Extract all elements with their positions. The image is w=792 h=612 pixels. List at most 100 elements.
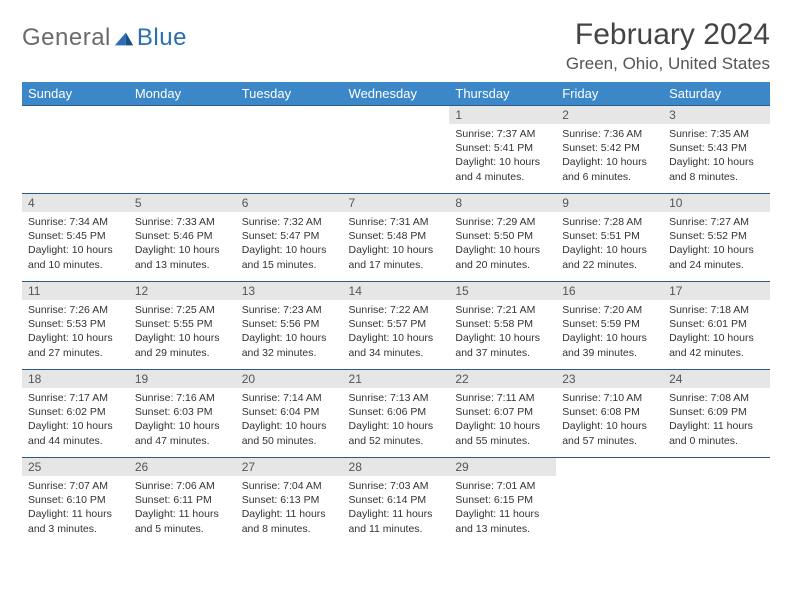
day-number: 29: [449, 458, 556, 476]
day-info: Sunrise: 7:14 AMSunset: 6:04 PMDaylight:…: [236, 388, 343, 452]
sunrise-text: Sunrise: 7:26 AM: [28, 303, 123, 317]
sunset-text: Sunset: 5:50 PM: [455, 229, 550, 243]
weekday-header: Friday: [556, 82, 663, 106]
day-number: 14: [343, 282, 450, 300]
calendar-day: [556, 458, 663, 546]
sunrise-text: Sunrise: 7:32 AM: [242, 215, 337, 229]
calendar-day: 25Sunrise: 7:07 AMSunset: 6:10 PMDayligh…: [22, 458, 129, 546]
weekday-header: Saturday: [663, 82, 770, 106]
day-info: Sunrise: 7:18 AMSunset: 6:01 PMDaylight:…: [663, 300, 770, 364]
day-number: 20: [236, 370, 343, 388]
calendar-day: 22Sunrise: 7:11 AMSunset: 6:07 PMDayligh…: [449, 370, 556, 458]
daylight-text: Daylight: 10 hours and 29 minutes.: [135, 331, 230, 359]
day-info: Sunrise: 7:33 AMSunset: 5:46 PMDaylight:…: [129, 212, 236, 276]
daylight-text: Daylight: 10 hours and 22 minutes.: [562, 243, 657, 271]
daylight-text: Daylight: 10 hours and 47 minutes.: [135, 419, 230, 447]
sunrise-text: Sunrise: 7:23 AM: [242, 303, 337, 317]
sunset-text: Sunset: 5:56 PM: [242, 317, 337, 331]
day-number: 19: [129, 370, 236, 388]
logo-text-general: General: [22, 24, 111, 52]
day-info: Sunrise: 7:26 AMSunset: 5:53 PMDaylight:…: [22, 300, 129, 364]
logo: General Blue: [22, 18, 187, 52]
calendar-day: 10Sunrise: 7:27 AMSunset: 5:52 PMDayligh…: [663, 194, 770, 282]
sunset-text: Sunset: 6:13 PM: [242, 493, 337, 507]
sunrise-text: Sunrise: 7:29 AM: [455, 215, 550, 229]
calendar-week: 11Sunrise: 7:26 AMSunset: 5:53 PMDayligh…: [22, 282, 770, 370]
sunset-text: Sunset: 5:52 PM: [669, 229, 764, 243]
sunrise-text: Sunrise: 7:14 AM: [242, 391, 337, 405]
calendar-day: 21Sunrise: 7:13 AMSunset: 6:06 PMDayligh…: [343, 370, 450, 458]
daylight-text: Daylight: 10 hours and 13 minutes.: [135, 243, 230, 271]
daylight-text: Daylight: 10 hours and 57 minutes.: [562, 419, 657, 447]
daylight-text: Daylight: 10 hours and 15 minutes.: [242, 243, 337, 271]
sunrise-text: Sunrise: 7:08 AM: [669, 391, 764, 405]
day-number: 1: [449, 106, 556, 124]
daylight-text: Daylight: 10 hours and 55 minutes.: [455, 419, 550, 447]
sunset-text: Sunset: 6:03 PM: [135, 405, 230, 419]
weekday-header-row: Sunday Monday Tuesday Wednesday Thursday…: [22, 82, 770, 106]
sunrise-text: Sunrise: 7:33 AM: [135, 215, 230, 229]
day-number: 23: [556, 370, 663, 388]
day-info: Sunrise: 7:37 AMSunset: 5:41 PMDaylight:…: [449, 124, 556, 188]
sunset-text: Sunset: 6:02 PM: [28, 405, 123, 419]
weekday-header: Wednesday: [343, 82, 450, 106]
sunrise-text: Sunrise: 7:11 AM: [455, 391, 550, 405]
calendar-day: 27Sunrise: 7:04 AMSunset: 6:13 PMDayligh…: [236, 458, 343, 546]
calendar-day: 14Sunrise: 7:22 AMSunset: 5:57 PMDayligh…: [343, 282, 450, 370]
sunrise-text: Sunrise: 7:27 AM: [669, 215, 764, 229]
sunrise-text: Sunrise: 7:04 AM: [242, 479, 337, 493]
calendar-day: [343, 106, 450, 194]
weekday-header: Sunday: [22, 82, 129, 106]
day-number: 27: [236, 458, 343, 476]
sunset-text: Sunset: 6:14 PM: [349, 493, 444, 507]
day-info: Sunrise: 7:10 AMSunset: 6:08 PMDaylight:…: [556, 388, 663, 452]
header: General Blue February 2024 Green, Ohio, …: [22, 18, 770, 74]
sunrise-text: Sunrise: 7:34 AM: [28, 215, 123, 229]
day-info: Sunrise: 7:22 AMSunset: 5:57 PMDaylight:…: [343, 300, 450, 364]
sunset-text: Sunset: 6:15 PM: [455, 493, 550, 507]
logo-text-blue: Blue: [137, 24, 187, 52]
weekday-header: Monday: [129, 82, 236, 106]
calendar-day: 7Sunrise: 7:31 AMSunset: 5:48 PMDaylight…: [343, 194, 450, 282]
page-title: February 2024: [566, 18, 770, 52]
sunrise-text: Sunrise: 7:01 AM: [455, 479, 550, 493]
sunset-text: Sunset: 5:47 PM: [242, 229, 337, 243]
day-number: 28: [343, 458, 450, 476]
daylight-text: Daylight: 10 hours and 10 minutes.: [28, 243, 123, 271]
day-info: Sunrise: 7:29 AMSunset: 5:50 PMDaylight:…: [449, 212, 556, 276]
calendar-day: 6Sunrise: 7:32 AMSunset: 5:47 PMDaylight…: [236, 194, 343, 282]
day-number: 13: [236, 282, 343, 300]
calendar-day: 15Sunrise: 7:21 AMSunset: 5:58 PMDayligh…: [449, 282, 556, 370]
day-info: Sunrise: 7:34 AMSunset: 5:45 PMDaylight:…: [22, 212, 129, 276]
day-number: 5: [129, 194, 236, 212]
calendar-day: 9Sunrise: 7:28 AMSunset: 5:51 PMDaylight…: [556, 194, 663, 282]
daylight-text: Daylight: 10 hours and 8 minutes.: [669, 155, 764, 183]
daylight-text: Daylight: 10 hours and 50 minutes.: [242, 419, 337, 447]
sunrise-text: Sunrise: 7:17 AM: [28, 391, 123, 405]
sunset-text: Sunset: 5:58 PM: [455, 317, 550, 331]
day-info: Sunrise: 7:17 AMSunset: 6:02 PMDaylight:…: [22, 388, 129, 452]
sunset-text: Sunset: 5:48 PM: [349, 229, 444, 243]
day-info: Sunrise: 7:13 AMSunset: 6:06 PMDaylight:…: [343, 388, 450, 452]
calendar-day: 12Sunrise: 7:25 AMSunset: 5:55 PMDayligh…: [129, 282, 236, 370]
calendar-day: 2Sunrise: 7:36 AMSunset: 5:42 PMDaylight…: [556, 106, 663, 194]
calendar-week: 4Sunrise: 7:34 AMSunset: 5:45 PMDaylight…: [22, 194, 770, 282]
calendar-day: 1Sunrise: 7:37 AMSunset: 5:41 PMDaylight…: [449, 106, 556, 194]
day-info: Sunrise: 7:35 AMSunset: 5:43 PMDaylight:…: [663, 124, 770, 188]
sunrise-text: Sunrise: 7:07 AM: [28, 479, 123, 493]
daylight-text: Daylight: 10 hours and 6 minutes.: [562, 155, 657, 183]
sunrise-text: Sunrise: 7:03 AM: [349, 479, 444, 493]
sunset-text: Sunset: 5:43 PM: [669, 141, 764, 155]
sunrise-text: Sunrise: 7:36 AM: [562, 127, 657, 141]
daylight-text: Daylight: 11 hours and 11 minutes.: [349, 507, 444, 535]
calendar-week: 18Sunrise: 7:17 AMSunset: 6:02 PMDayligh…: [22, 370, 770, 458]
sunset-text: Sunset: 5:42 PM: [562, 141, 657, 155]
day-info: Sunrise: 7:07 AMSunset: 6:10 PMDaylight:…: [22, 476, 129, 540]
title-block: February 2024 Green, Ohio, United States: [566, 18, 770, 74]
calendar-week: 25Sunrise: 7:07 AMSunset: 6:10 PMDayligh…: [22, 458, 770, 546]
sunrise-text: Sunrise: 7:13 AM: [349, 391, 444, 405]
daylight-text: Daylight: 11 hours and 0 minutes.: [669, 419, 764, 447]
daylight-text: Daylight: 10 hours and 24 minutes.: [669, 243, 764, 271]
location-text: Green, Ohio, United States: [566, 54, 770, 74]
sunrise-text: Sunrise: 7:28 AM: [562, 215, 657, 229]
